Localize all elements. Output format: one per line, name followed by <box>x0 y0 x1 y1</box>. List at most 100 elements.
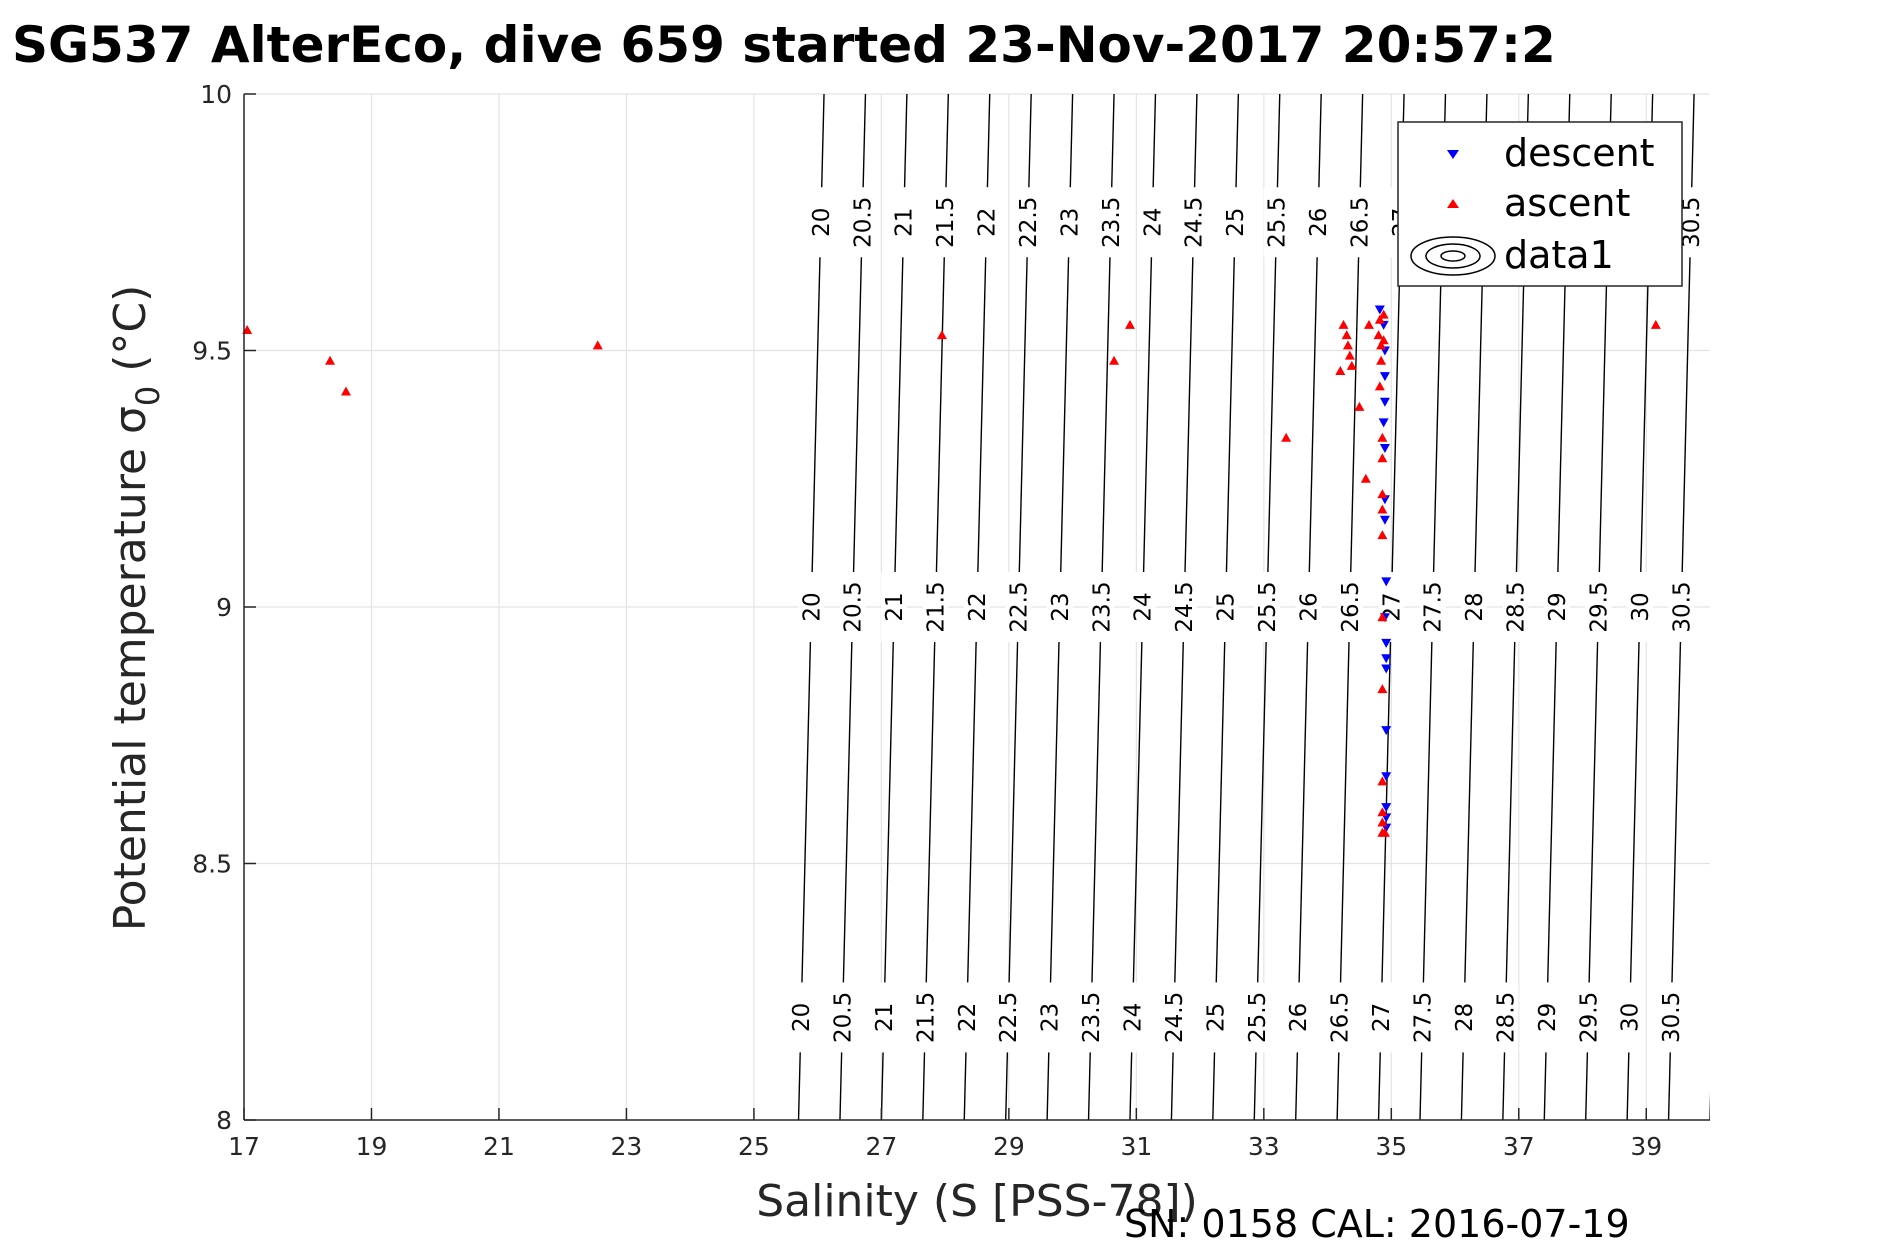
contour-label: 23.5 <box>1089 581 1115 632</box>
contour-label: 22 <box>955 1003 981 1032</box>
ascent-point <box>1377 432 1388 442</box>
descent-point <box>1381 577 1392 587</box>
contour-label: 21.5 <box>924 581 950 632</box>
contour-label-bg <box>1326 982 1353 1053</box>
contour-label-bg <box>890 187 917 258</box>
legend-ascent-label: ascent <box>1504 181 1630 225</box>
ascent-point <box>936 330 947 340</box>
contour-label: 28 <box>1452 1003 1478 1032</box>
contour-label-bg <box>881 572 908 642</box>
contour-label-bg <box>1658 982 1685 1053</box>
contour-label-bg <box>788 982 815 1053</box>
contour-label-bg <box>932 187 959 258</box>
legend-descent-marker <box>1447 150 1459 159</box>
x-tick-label: 39 <box>1630 1132 1662 1161</box>
contour-label-bg <box>1088 572 1115 642</box>
contour-label-bg <box>1295 572 1322 642</box>
ascent-point <box>1354 401 1365 411</box>
y-tick-label: 8 <box>216 1106 232 1135</box>
contour-label: 30.5 <box>1679 197 1705 248</box>
contour-label-bg <box>1544 572 1571 642</box>
contour-label: 25 <box>1203 1003 1229 1032</box>
ascent-point <box>1377 530 1388 540</box>
ascent-point <box>1378 309 1389 319</box>
contour-label-bg <box>1097 187 1124 258</box>
contour-label: 25.5 <box>1265 197 1291 248</box>
descent-point <box>1381 638 1392 648</box>
contour-label-bg <box>922 572 949 642</box>
chart-title: SG537 AlterEco, dive 659 started 23-Nov-… <box>12 16 1556 74</box>
contour-label: 26 <box>1306 208 1332 237</box>
descent-point <box>1379 443 1390 453</box>
x-tick-label: 29 <box>993 1132 1025 1161</box>
contour-label: 24.5 <box>1162 992 1188 1043</box>
x-ticks: 17 19 21 23 25 27 29 31 33 35 37 39 <box>228 1108 1662 1161</box>
contour-label-bg <box>1285 982 1312 1053</box>
contour-label: 23.5 <box>1099 197 1125 248</box>
contour-label: 26 <box>1286 1003 1312 1032</box>
x-tick-label: 23 <box>611 1132 643 1161</box>
ascent-point <box>592 340 603 350</box>
contour-label-bg <box>1119 982 1146 1053</box>
contour-label-bg <box>1668 572 1695 642</box>
descent-point <box>1381 654 1392 664</box>
contour-label-bg <box>1139 187 1166 258</box>
ascent-point <box>1378 335 1389 345</box>
contour-label-bg <box>1129 572 1156 642</box>
contour-label-bg <box>1502 572 1529 642</box>
contour-label: 25.5 <box>1245 992 1271 1043</box>
x-tick-label: 27 <box>865 1132 897 1161</box>
contour-label-bg <box>1492 982 1519 1053</box>
contour-label: 21 <box>872 1003 898 1032</box>
y-tick-label: 8.5 <box>192 850 232 879</box>
ascent-point <box>1376 355 1387 365</box>
contour-label: 20.5 <box>841 581 867 632</box>
x-tick-label: 33 <box>1248 1132 1280 1161</box>
contour-label: 20.5 <box>850 197 876 248</box>
ascent-point <box>1342 340 1353 350</box>
y-axis-label-main: Potential temperature σ <box>105 406 156 931</box>
ascent-point <box>1344 350 1355 360</box>
contour-label: 20 <box>799 592 825 621</box>
ascent-point <box>1377 776 1388 786</box>
contour-label: 29 <box>1535 1003 1561 1032</box>
ascent-point <box>1377 612 1388 622</box>
contour-label: 27 <box>1369 1003 1395 1032</box>
contour-label: 26.5 <box>1328 992 1354 1043</box>
contour-label: 30 <box>1628 592 1654 621</box>
contour-label-bg <box>1378 572 1405 642</box>
contour-label-bg <box>1419 572 1446 642</box>
legend-box <box>1397 121 1683 287</box>
contour-label-bg <box>1243 982 1270 1053</box>
contour-label: 24 <box>1140 208 1166 237</box>
y-tick-label: 9.5 <box>192 337 232 366</box>
contour-label: 20.5 <box>831 992 857 1043</box>
contour-label: 24.5 <box>1172 581 1198 632</box>
y-ticks: 8 8.5 9 9.5 10 <box>192 80 256 1135</box>
contour-label: 26.5 <box>1347 197 1373 248</box>
contour-label-bg <box>1171 572 1198 642</box>
contour-label: 21.5 <box>913 992 939 1043</box>
contour-label-bg <box>1346 187 1373 258</box>
y-tick-label: 9 <box>216 593 232 622</box>
ascent-point <box>1109 355 1120 365</box>
contour-label: 22 <box>965 592 991 621</box>
contour-label-bg <box>1585 572 1612 642</box>
contour-label: 21.5 <box>933 197 959 248</box>
contour-label-bg <box>1180 187 1207 258</box>
contour-label-bg <box>798 572 825 642</box>
ascent-point <box>1376 340 1387 350</box>
contour-label-bg <box>995 982 1022 1053</box>
contour-label: 21 <box>892 208 918 237</box>
ascent-point <box>1650 319 1661 329</box>
contour-label: 29 <box>1545 592 1571 621</box>
ascent-point <box>1335 366 1346 376</box>
contour-label: 26.5 <box>1338 581 1364 632</box>
contour-label-bg <box>1202 982 1229 1053</box>
x-axis-label: Salinity (S [PSS-78]) <box>756 1176 1198 1227</box>
ascent-point <box>1377 489 1388 499</box>
contour-label-bg <box>1014 187 1041 258</box>
x-tick-label: 31 <box>1120 1132 1152 1161</box>
contour-label: 29.5 <box>1586 581 1612 632</box>
